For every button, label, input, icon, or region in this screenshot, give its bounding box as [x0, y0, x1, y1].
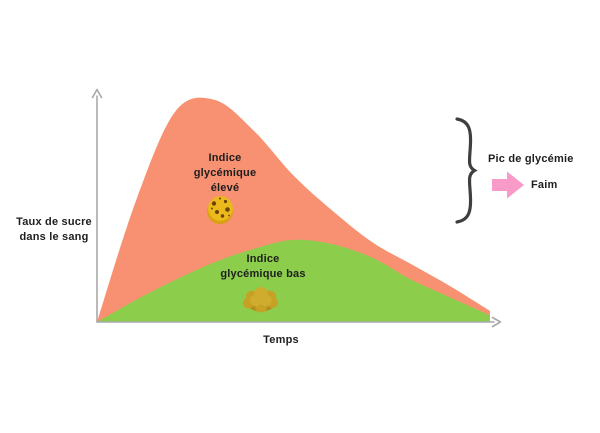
walnut-icon	[243, 287, 278, 313]
x-axis	[96, 316, 502, 328]
y-axis	[91, 88, 103, 323]
y-axis-label: Taux de sucre dans le sang	[16, 216, 92, 243]
x-axis-arrowhead-icon	[491, 316, 502, 328]
high-gi-label: Indice glycémique élevé	[193, 152, 257, 194]
curly-brace	[455, 117, 478, 224]
x-axis-label: Temps	[263, 334, 299, 346]
low-gi-label: Indice glycémique bas	[220, 253, 306, 280]
high-gi-area	[97, 97, 490, 322]
hunger-label: Faim	[531, 179, 558, 191]
peak-label: Pic de glycémie	[488, 153, 574, 165]
low-gi-area	[97, 239, 490, 322]
y-axis-arrowhead-icon	[91, 88, 103, 99]
cookie-icon	[207, 196, 233, 224]
right-arrow-icon	[492, 171, 524, 199]
